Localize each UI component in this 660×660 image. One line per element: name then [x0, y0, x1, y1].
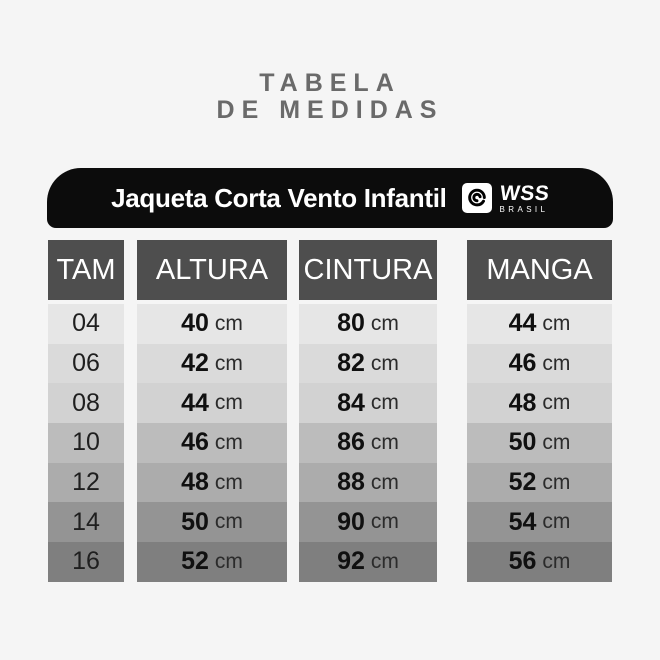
column-manga: MANGA 44 cm 46 cm 48 cm 50 cm 52 cm 54 cm 56 cm — [467, 240, 612, 582]
brand-subtitle: BRASIL — [499, 204, 549, 214]
product-name: Jaqueta Corta Vento Infantil — [111, 182, 447, 213]
measure-value: 56 — [508, 547, 537, 576]
altura-cell-row6: 52 cm — [137, 542, 287, 582]
measure-unit: cm — [542, 549, 571, 573]
measure-unit: cm — [542, 430, 571, 454]
size-value: 08 — [72, 388, 100, 417]
altura-cell-row1: 42 cm — [137, 343, 287, 384]
page-title-line2: DE MEDIDAS — [216, 96, 444, 124]
measure-unit: cm — [214, 470, 243, 494]
size-cell-row5: 14 — [48, 502, 124, 543]
wave-swirl-icon — [461, 183, 492, 213]
measure-value: 86 — [337, 428, 365, 457]
measure-value: 48 — [181, 468, 209, 497]
column-tam: TAM 04 06 08 10 12 14 16 — [48, 240, 124, 582]
manga-cell-row4: 52 cm — [467, 462, 612, 503]
measure-value: 82 — [337, 349, 365, 378]
size-table: TAM 04 06 08 10 12 14 16 ALTURA 40 cm 42 cm 44 cm 46 cm 4… — [48, 240, 612, 582]
size-value: 16 — [72, 547, 100, 576]
measure-value: 52 — [508, 468, 537, 497]
cintura-cell-row5: 90 cm — [299, 502, 437, 543]
measure-value: 80 — [337, 309, 365, 338]
size-cell-row3: 10 — [48, 423, 124, 463]
measure-unit: cm — [542, 351, 571, 375]
measure-unit: cm — [542, 470, 571, 494]
altura-cell-row4: 48 cm — [137, 462, 287, 503]
measure-unit: cm — [370, 311, 399, 335]
size-value: 10 — [72, 428, 100, 457]
manga-cell-row3: 50 cm — [467, 423, 612, 463]
measure-unit: cm — [214, 510, 243, 534]
cintura-cell-row4: 88 cm — [299, 462, 437, 503]
size-value: 06 — [72, 349, 100, 378]
page-title: TABELA DE MEDIDAS — [0, 70, 660, 124]
product-banner: Jaqueta Corta Vento Infantil WSS BRASIL — [47, 168, 613, 228]
manga-cell-row5: 54 cm — [467, 502, 612, 543]
measure-value: 54 — [508, 507, 537, 536]
column-cintura: CINTURA 80 cm 82 cm 84 cm 86 cm 88 cm 90 cm 92 cm — [299, 240, 437, 582]
measure-unit: cm — [214, 549, 243, 573]
measure-unit: cm — [542, 510, 571, 534]
measure-unit: cm — [214, 391, 243, 415]
measure-value: 46 — [508, 349, 537, 378]
measure-unit: cm — [370, 391, 399, 415]
brand-name: WSS — [498, 181, 551, 205]
size-cell-row6: 16 — [48, 542, 124, 582]
column-header-manga: MANGA — [467, 240, 612, 300]
measure-value: 50 — [508, 428, 537, 457]
size-value: 04 — [72, 309, 100, 338]
measure-value: 48 — [508, 388, 537, 417]
altura-cell-row0: 40 cm — [137, 304, 287, 344]
manga-cell-row2: 48 cm — [467, 383, 612, 424]
measure-value: 92 — [337, 547, 365, 576]
measure-value: 46 — [181, 428, 209, 457]
column-header-tam: TAM — [48, 240, 124, 300]
manga-cell-row0: 44 cm — [467, 304, 612, 344]
measure-unit: cm — [370, 549, 399, 573]
altura-cell-row3: 46 cm — [137, 423, 287, 463]
size-value: 12 — [72, 468, 100, 497]
wss-brasil-logo: WSS BRASIL — [461, 181, 551, 214]
measure-unit: cm — [370, 510, 399, 534]
column-header-altura: ALTURA — [137, 240, 287, 300]
measure-value: 88 — [337, 468, 365, 497]
size-cell-row2: 08 — [48, 383, 124, 424]
measure-unit: cm — [370, 470, 399, 494]
measure-unit: cm — [370, 351, 399, 375]
size-cell-row0: 04 — [48, 304, 124, 344]
cintura-cell-row3: 86 cm — [299, 423, 437, 463]
measure-value: 44 — [181, 388, 209, 417]
cintura-cell-row1: 82 cm — [299, 343, 437, 384]
measure-unit: cm — [542, 311, 571, 335]
measure-value: 50 — [181, 507, 209, 536]
measure-value: 84 — [337, 388, 365, 417]
cintura-cell-row2: 84 cm — [299, 383, 437, 424]
measure-value: 90 — [337, 507, 365, 536]
manga-cell-row6: 56 cm — [467, 542, 612, 582]
size-cell-row1: 06 — [48, 343, 124, 384]
altura-cell-row5: 50 cm — [137, 502, 287, 543]
page-title-line1: TABELA — [259, 69, 401, 97]
measure-unit: cm — [214, 430, 243, 454]
cintura-cell-row0: 80 cm — [299, 304, 437, 344]
column-header-cintura: CINTURA — [299, 240, 437, 300]
size-value: 14 — [72, 507, 100, 536]
brand-text: WSS BRASIL — [498, 181, 551, 214]
manga-cell-row1: 46 cm — [467, 343, 612, 384]
size-cell-row4: 12 — [48, 462, 124, 503]
cintura-cell-row6: 92 cm — [299, 542, 437, 582]
column-altura: ALTURA 40 cm 42 cm 44 cm 46 cm 48 cm 50 cm 52 cm — [137, 240, 287, 582]
measure-unit: cm — [542, 391, 571, 415]
measure-unit: cm — [214, 311, 243, 335]
altura-cell-row2: 44 cm — [137, 383, 287, 424]
measure-value: 44 — [508, 309, 537, 338]
measure-unit: cm — [214, 351, 243, 375]
measure-unit: cm — [370, 430, 399, 454]
measure-value: 52 — [181, 547, 209, 576]
measure-value: 40 — [181, 309, 209, 338]
measure-value: 42 — [181, 349, 209, 378]
